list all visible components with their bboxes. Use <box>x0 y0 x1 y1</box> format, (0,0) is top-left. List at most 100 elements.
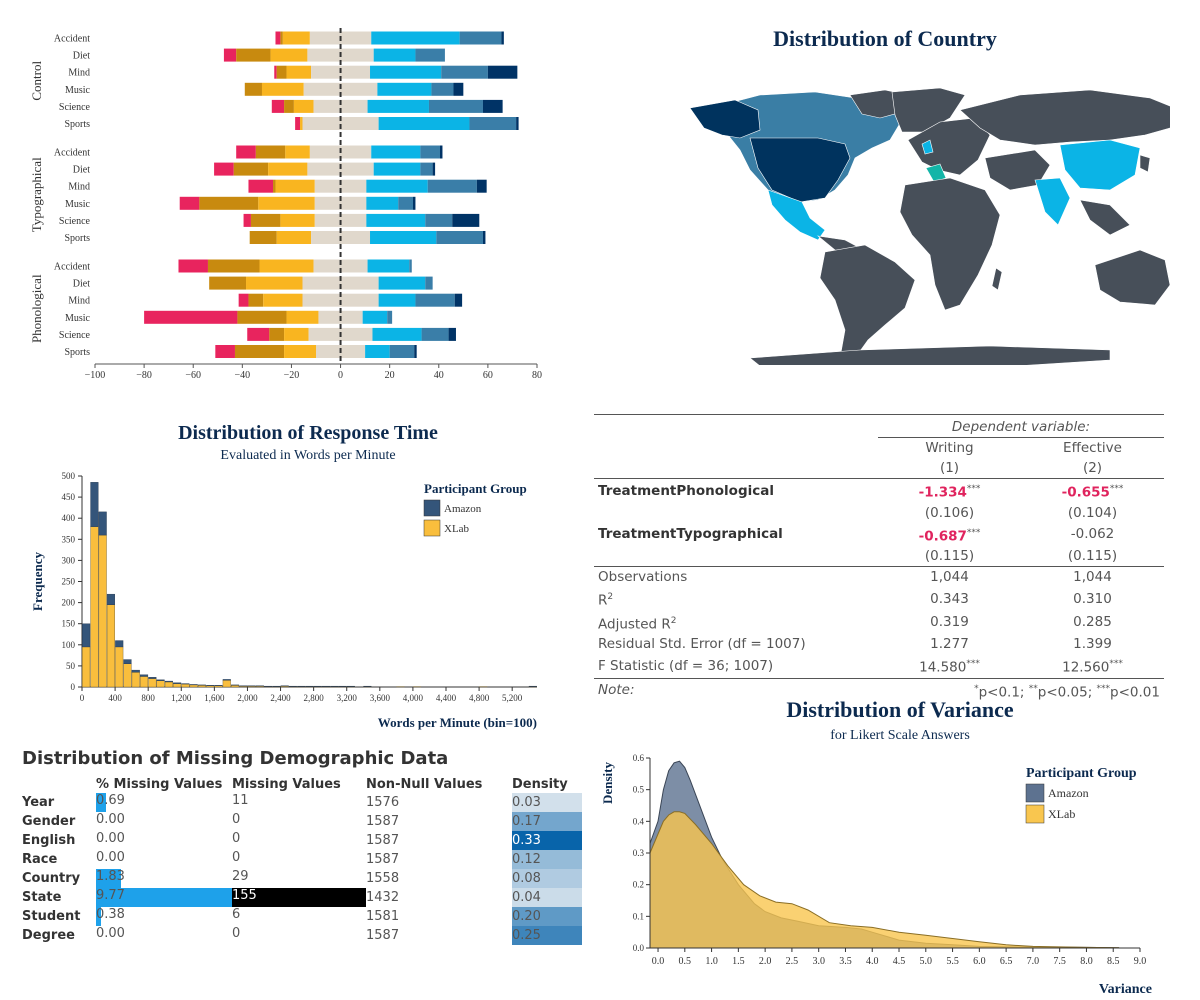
density-header: Density <box>512 776 568 792</box>
likert-category-label: Music <box>65 199 91 210</box>
missing-values-cell: 0 <box>232 831 366 850</box>
hist-y-tick-label: 250 <box>62 577 76 587</box>
likert-bar-segment <box>268 162 308 176</box>
hist-bar-amazon <box>156 679 165 681</box>
hist-bar-amazon <box>173 682 182 684</box>
likert-bar-segment <box>207 259 260 273</box>
var-y-tick-label: 0.6 <box>633 753 645 763</box>
likert-bar-segment <box>236 48 271 62</box>
missing-row: Degree 0.00 0 1587 0.25 <box>22 926 582 945</box>
missing-row: Year 0.69 11 1576 0.03 <box>22 793 582 812</box>
likert-bar-segment <box>303 82 378 96</box>
likert-x-tick-label: −80 <box>136 370 152 381</box>
likert-bar-segment <box>274 65 277 79</box>
var-x-tick-label: 6.0 <box>973 956 986 967</box>
likert-bar-segment <box>370 65 442 79</box>
var-x-axis-label: Variance <box>1099 982 1152 997</box>
missing-values-cell: 11 <box>232 793 366 812</box>
var-y-tick-label: 0.5 <box>633 785 645 795</box>
hist-bar-xlab <box>148 678 157 688</box>
hist-y-tick-label: 450 <box>62 492 76 502</box>
likert-bar-segment <box>284 345 316 358</box>
var-x-tick-label: 0.5 <box>679 956 692 967</box>
china-region <box>1059 139 1141 191</box>
col-1-number: (1) <box>939 460 960 476</box>
likert-bar-segment <box>441 65 488 79</box>
usa-region <box>749 137 851 203</box>
observations-label: Observations <box>598 569 688 585</box>
likert-bar-segment <box>249 231 277 244</box>
likert-bar-segment <box>215 345 235 358</box>
col-writing-header: Writing <box>925 440 974 456</box>
likert-bar-segment <box>295 117 301 130</box>
likert-category-label: Mind <box>68 68 90 79</box>
f-effective: 12.560*** <box>1062 659 1123 676</box>
likert-x-tick-label: −40 <box>235 370 251 381</box>
non-null-value: 1576 <box>366 795 400 810</box>
rse-label: Residual Std. Error (df = 1007) <box>598 636 806 652</box>
likert-bar-segment <box>387 310 393 324</box>
likert-bar-segment <box>412 196 416 210</box>
likert-bar-segment <box>313 99 368 113</box>
note-label: Note: <box>598 682 635 699</box>
var-legend-amazon: Amazon <box>1048 786 1089 800</box>
likert-bar-segment <box>233 162 269 176</box>
var-x-tick-label: 4.5 <box>893 956 906 967</box>
var-x-tick-label: 3.5 <box>839 956 852 967</box>
f-writing: 14.580*** <box>919 659 980 676</box>
likert-chart-panel: Accident Diet Mind Music Science Sports Accide… <box>0 0 580 395</box>
var-y-tick-label: 0.4 <box>633 816 645 826</box>
var-x-tick-label: 9.0 <box>1134 956 1147 967</box>
likert-bar-segment <box>293 99 314 113</box>
hist-bar-amazon <box>90 482 99 527</box>
likert-bar-segment <box>314 179 367 193</box>
hist-x-tick-label: 1,200 <box>171 693 192 703</box>
hist-legend-title: Participant Group <box>424 481 527 496</box>
likert-bar-segment <box>179 196 200 210</box>
india-region <box>1034 177 1071 226</box>
density-cell: 0.17 <box>512 812 582 831</box>
density-cell: 0.08 <box>512 869 582 888</box>
var-x-tick-label: 7.5 <box>1053 956 1066 967</box>
hist-bar-xlab <box>222 680 231 688</box>
hist-bar-xlab <box>156 680 165 688</box>
likert-bar-segment <box>367 259 410 273</box>
non-null-header: Non-Null Values <box>366 776 483 792</box>
variance-density-chart: 0.0 0.1 0.2 0.3 0.4 0.5 0.6 0.0 0.5 1.0 1.5 2.0 2.5 3… <box>600 753 1152 997</box>
var-x-tick-label: 6.5 <box>1000 956 1013 967</box>
likert-bar-segment <box>448 327 456 341</box>
coef-typo-effective: -0.062 <box>1070 526 1115 543</box>
se-phon-effective: (0.104) <box>1067 504 1118 521</box>
likert-category-label: Mind <box>68 296 90 307</box>
likert-bar-segment <box>199 196 259 210</box>
likert-bar-segment <box>286 65 312 79</box>
likert-bar-segment <box>237 310 287 324</box>
likert-bar-segment <box>427 179 477 193</box>
likert-category-label: Diet <box>73 165 90 176</box>
density-cell: 0.03 <box>512 793 582 812</box>
hist-bar-amazon <box>82 623 91 648</box>
likert-bar-segment <box>415 48 445 62</box>
missing-row: English 0.00 0 1587 0.33 <box>22 831 582 850</box>
coef-typo-writing: -0.687*** <box>918 527 981 545</box>
missing-values-value: 0 <box>232 812 241 827</box>
likert-bar-segment <box>378 117 470 130</box>
likert-bar-segment <box>372 327 422 341</box>
likert-bar-segment <box>373 162 421 176</box>
missing-values-value: 0 <box>232 926 241 941</box>
missing-data-title: Distribution of Missing Demographic Data <box>22 748 449 769</box>
likert-bar-segment <box>285 145 310 159</box>
hist-x-tick-label: 4,000 <box>403 693 424 703</box>
hist-bar-amazon <box>222 679 231 681</box>
hist-legend-swatch-amazon <box>423 499 441 517</box>
madagascar-region <box>991 267 1003 291</box>
likert-bar-segment <box>280 213 315 227</box>
coef-phon-effective: -0.655*** <box>1061 484 1124 501</box>
likert-bar-segment <box>250 213 281 227</box>
var-x-tick-label: 7.0 <box>1027 956 1040 967</box>
hist-bar-amazon <box>98 511 107 536</box>
likert-group-label: Phonological <box>29 274 44 343</box>
hist-bar-amazon <box>131 669 140 673</box>
density-value: 0.20 <box>512 909 541 924</box>
likert-bar-segment <box>236 145 256 159</box>
